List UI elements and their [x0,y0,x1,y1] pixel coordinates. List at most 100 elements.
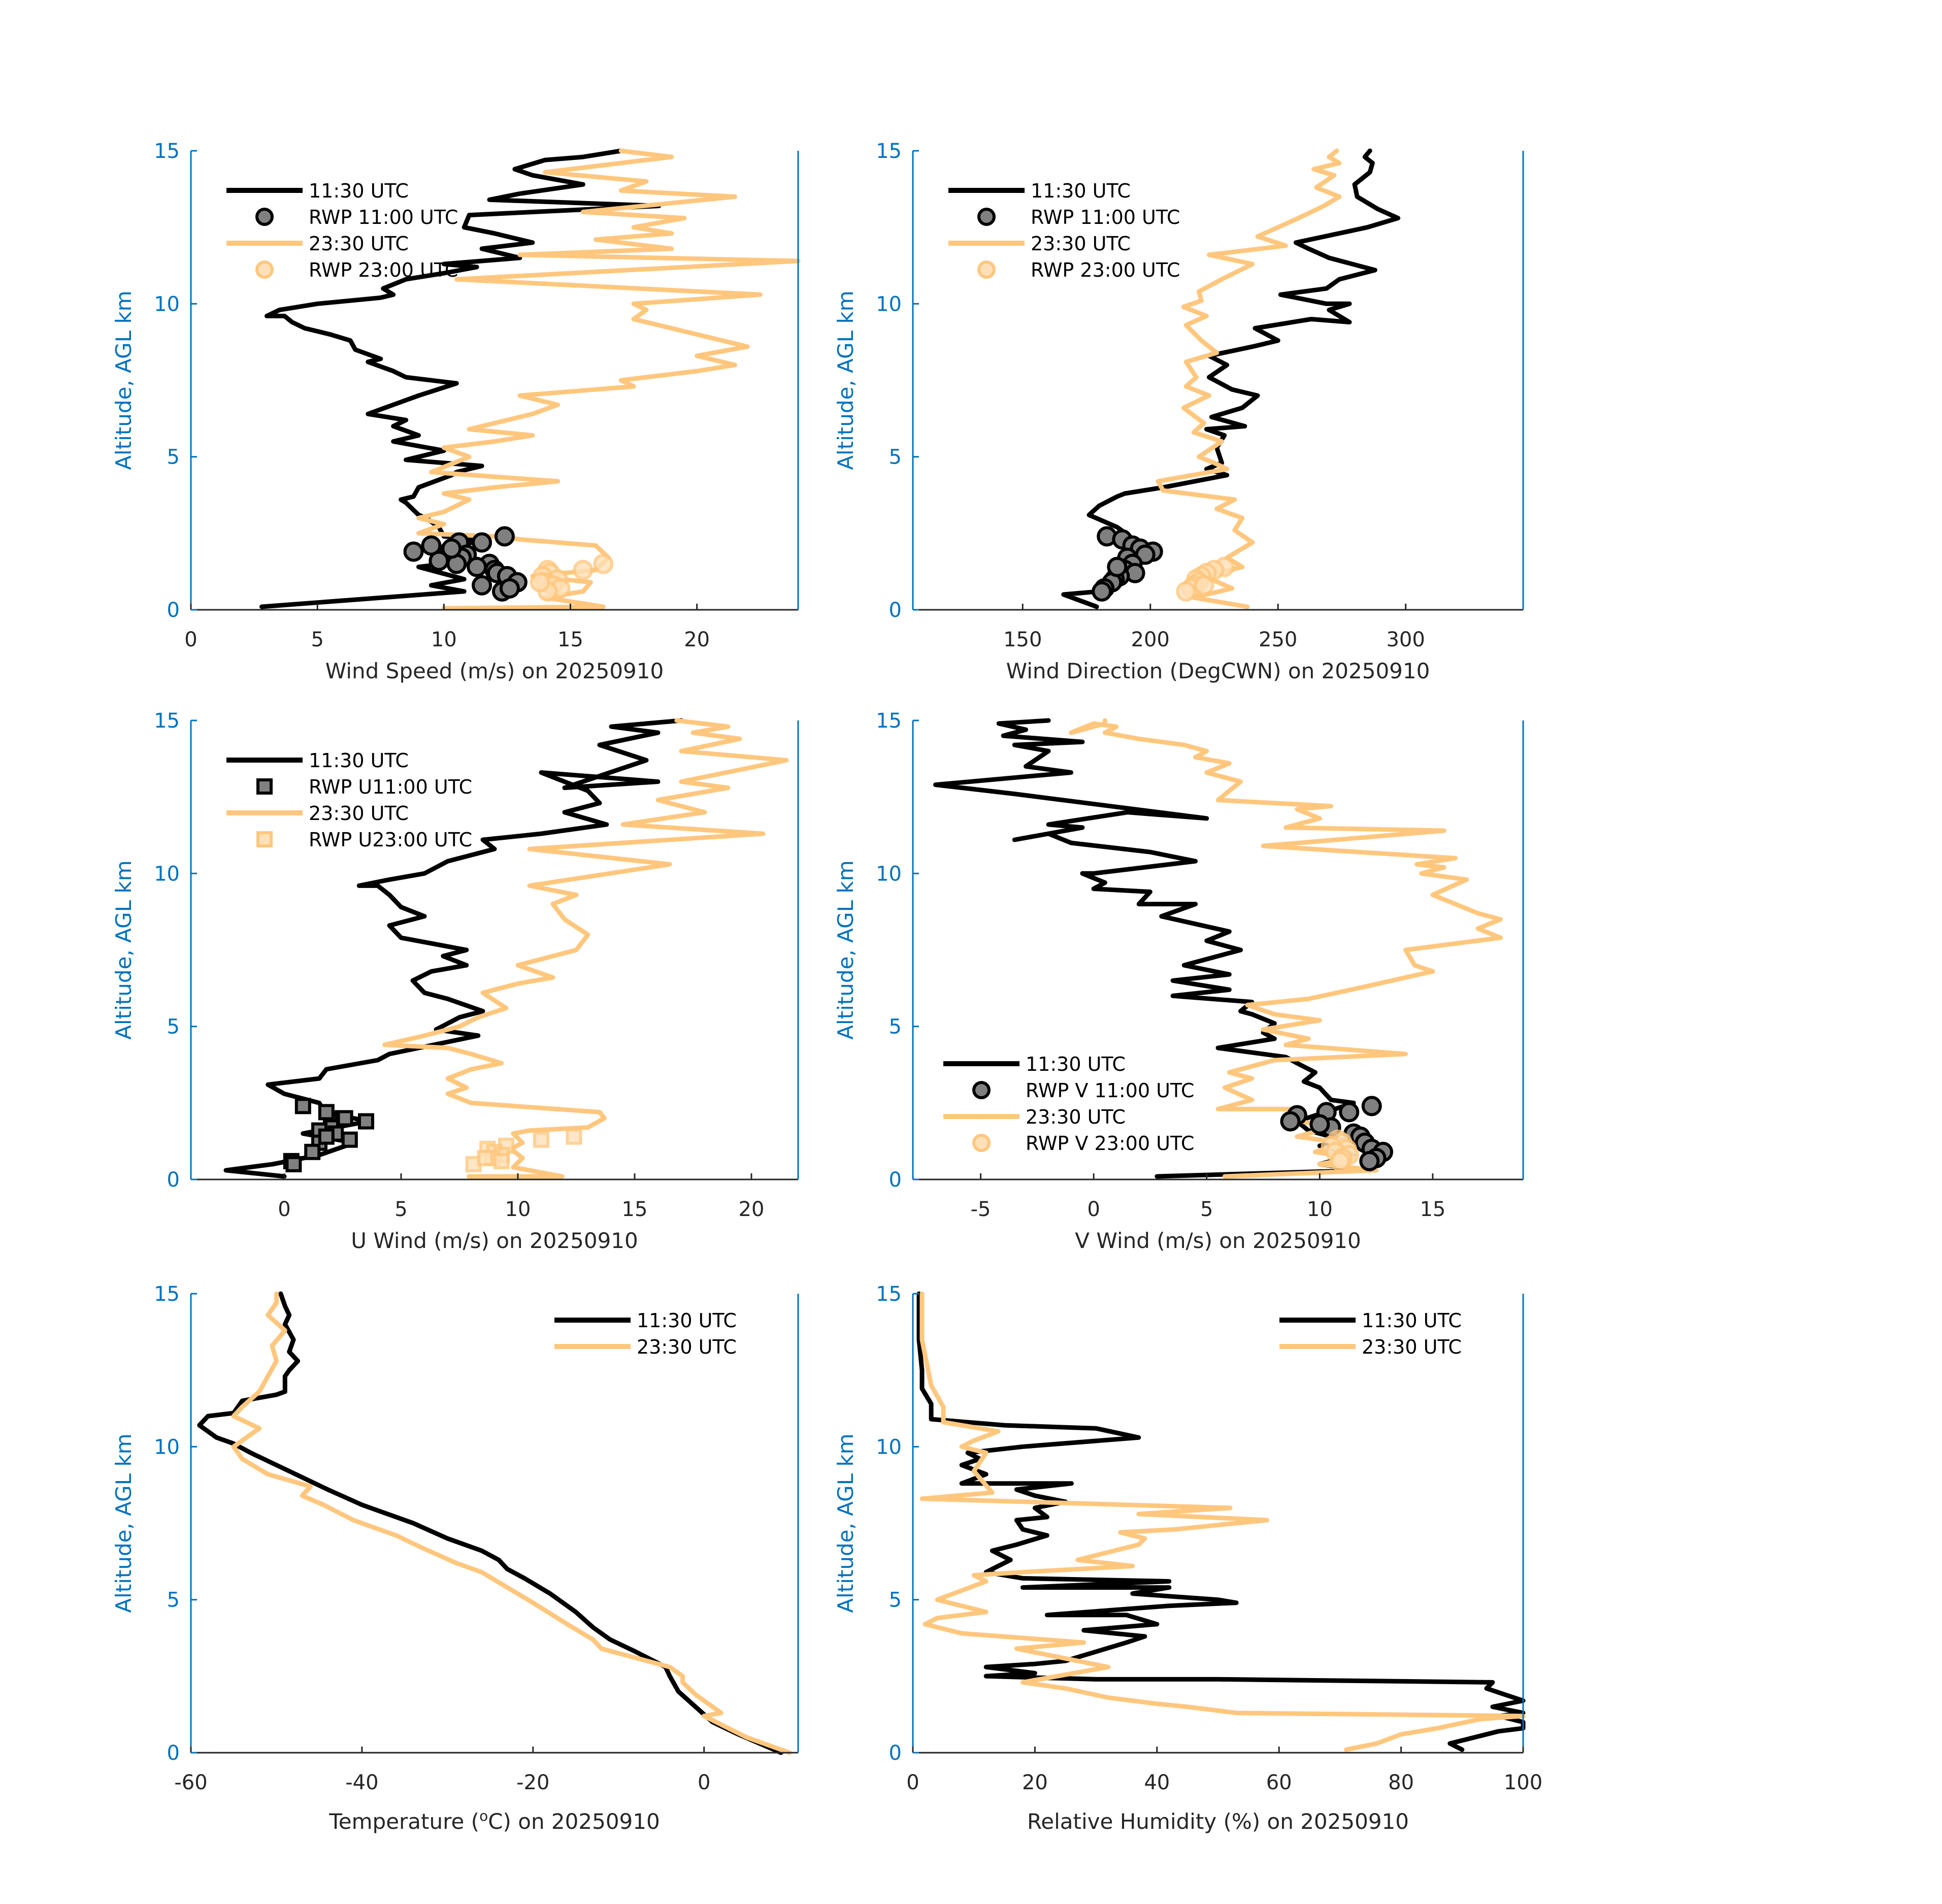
rwp-point-rwp1100 [1107,556,1128,577]
y-tick-label: 10 [154,1435,180,1459]
x-tick-label: 5 [394,1198,407,1221]
y-tick-label: 5 [889,446,902,469]
legend-label: RWP U11:00 UTC [309,776,472,798]
rwp-point-rwp1100 [341,1131,358,1148]
legend-label: 11:30 UTC [1026,1053,1126,1075]
rwp-point-rwp1100 [1339,1102,1360,1123]
legend-marker-rwp1100 [256,778,273,795]
rwp-point-rwp1100 [1280,1111,1301,1132]
y-tick-label: 5 [167,1015,180,1039]
rwp-point-rwp1100 [472,532,492,553]
legend: 11:30 UTC RWP U11:00 UTC 23:30 UTC RWP U23:… [226,749,472,851]
series-line-1130 [916,1291,1526,1752]
rwp-point-rwp2300 [533,1131,549,1148]
rwp-point-rwp1100 [429,550,449,571]
x-tick-label: 15 [622,1198,648,1221]
panel-wind-direction: 150 200 250 300 0 5 10 15 Wind Direction (DegCWN… [833,140,1524,683]
legend-marker-rwp2300 [972,1134,991,1152]
x-tick-label: -40 [345,1771,378,1794]
legend-label: 11:30 UTC [309,749,409,772]
y-tick-label: 15 [876,1283,902,1306]
legend-item: 23:30 UTC [226,802,409,825]
plot-area [916,1291,1526,1752]
legend-label: 11:30 UTC [637,1309,737,1332]
x-tick-label: 20 [739,1198,765,1221]
legend: 11:30 UTC 23:30 UTC [1279,1309,1462,1358]
rwp-point-rwp1100 [337,1110,353,1127]
legend-item: RWP V 23:00 UTC [972,1132,1194,1155]
x-tick-label: 60 [1266,1771,1292,1794]
y-tick-label: 5 [167,446,180,469]
legend-label: 23:30 UTC [309,802,409,825]
rwp-point-rwp1100 [499,578,520,599]
x-tick-label: 80 [1388,1771,1414,1794]
rwp-point-rwp2300 [1176,581,1197,602]
plot-area [197,1291,792,1755]
legend-label: 11:30 UTC [1362,1309,1462,1332]
y-axis-label: Altitude, AGL km [833,860,858,1039]
rwp-point-rwp2300 [530,572,550,593]
y-tick-label: 0 [889,599,902,622]
x-tick-label: 250 [1259,628,1297,651]
legend-marker-rwp1100 [977,208,996,226]
legend-label: RWP 11:00 UTC [309,206,458,228]
panel-v-wind: -5 0 5 10 15 0 5 10 15 V Wind (m/s) on 20250910 Al… [833,709,1524,1253]
legend-item: RWP U23:00 UTC [256,829,472,851]
legend-item: RWP V 11:00 UTC [972,1079,1194,1102]
x-tick-label: 0 [698,1771,710,1794]
legend: 11:30 UTC RWP V 11:00 UTC 23:30 UTC RWP V 2… [943,1053,1194,1155]
rwp-point-rwp1100 [358,1113,374,1130]
x-tick-label: 100 [1504,1771,1542,1794]
legend-item: 23:30 UTC [226,233,409,255]
y-tick-label: 5 [889,1589,902,1612]
legend-marker-rwp2300 [977,260,996,279]
legend-label: RWP 23:00 UTC [1031,259,1180,281]
plot-area [1061,148,1401,609]
series-line-2330 [416,148,801,611]
x-tick-label: 10 [505,1198,531,1221]
x-tick-label: 0 [278,1198,290,1221]
legend-label: RWP V 11:00 UTC [1026,1079,1194,1102]
plot-area [223,718,789,1179]
panel-temperature: -60 -40 -20 0 0 5 10 15 Temperature (oC) on 2025… [111,1283,799,1834]
rwp-point-rwp1100 [441,538,462,559]
series-line-1130 [197,1291,783,1755]
rwp-point-rwp1100 [318,1128,335,1145]
legend: 11:30 UTC RWP 11:00 UTC 23:30 UTC RWP 23:00… [948,180,1180,281]
x-tick-label: 15 [1420,1198,1445,1221]
x-tick-label: 300 [1386,628,1425,651]
y-tick-label: 5 [167,1589,180,1612]
rwp-point-rwp1100 [494,526,515,547]
rwp-point-rwp1100 [285,1156,302,1172]
panel-wind-speed: 0 5 10 15 20 0 5 10 15 Wind Speed (m/s) on 202509… [111,140,801,683]
y-tick-label: 15 [876,140,902,163]
x-tick-label: 10 [1307,1198,1333,1221]
x-tick-label: 40 [1144,1771,1170,1794]
y-axis-label: Altitude, AGL km [833,1433,858,1613]
legend-label: 23:30 UTC [637,1336,737,1358]
y-tick-label: 15 [876,709,902,733]
series-line-2330 [919,1291,1526,1752]
panel-u-wind: 0 5 10 15 20 0 5 10 15 U Wind (m/s) on 20250910 Al… [111,709,799,1253]
legend-item: 23:30 UTC [943,1106,1126,1128]
rwp-point-rwp2300 [1330,1151,1351,1171]
y-tick-label: 15 [154,140,180,163]
y-tick-label: 0 [167,1168,180,1192]
x-tick-label: 20 [684,628,710,651]
legend-marker-rwp2300 [255,260,274,279]
y-tick-label: 0 [167,599,180,622]
legend-item: 11:30 UTC [1279,1309,1462,1332]
legend-label: RWP 11:00 UTC [1031,206,1180,228]
rwp-point-rwp1100 [294,1098,311,1114]
legend-item: RWP U11:00 UTC [256,776,472,798]
plot-area [933,718,1503,1179]
rwp-point-rwp1100 [1309,1114,1330,1135]
x-tick-label: -60 [174,1771,207,1794]
legend-item: RWP 23:00 UTC [977,259,1180,281]
legend-label: 11:30 UTC [309,180,409,202]
y-axis-label: Altitude, AGL km [111,860,136,1039]
x-axis-label: Relative Humidity (%) on 20250910 [1027,1809,1409,1834]
legend-label: 23:30 UTC [309,233,409,255]
legend-label: 11:30 UTC [1031,180,1131,202]
legend-label: RWP V 23:00 UTC [1026,1132,1194,1155]
